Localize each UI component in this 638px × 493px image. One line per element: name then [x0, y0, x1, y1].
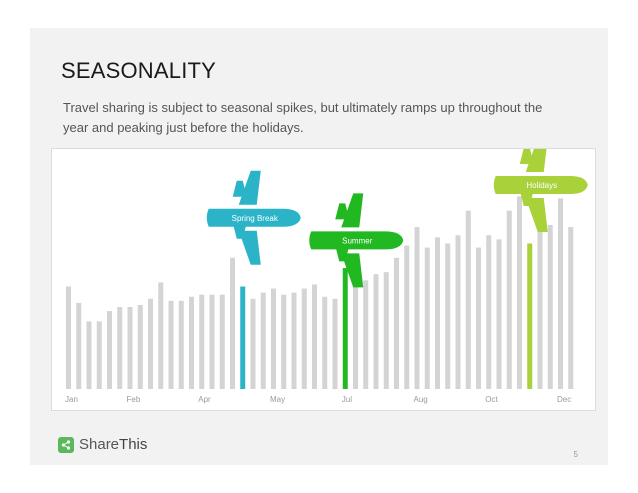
chart-bar: [199, 294, 205, 389]
chart-bar: [455, 235, 461, 389]
chart-bar: [465, 210, 471, 389]
chart-bar: [353, 270, 358, 389]
chart-bar: [424, 247, 430, 389]
chart-bar: [301, 288, 307, 389]
chart-bar: [107, 311, 112, 389]
chart-svg: Jan Feb Apr May Jul Aug Oct Dec Spring Break Summ…: [65, 149, 588, 404]
chart-bar: [383, 272, 389, 389]
chart-bar: [404, 245, 410, 389]
page-number: 5: [573, 450, 578, 459]
annotation-label: Holidays: [526, 181, 557, 190]
logo-text-this: This: [119, 436, 148, 453]
airplane-icon: [309, 193, 404, 288]
sharethis-logo: ShareThis: [58, 436, 147, 453]
chart-bar: [86, 321, 92, 389]
chart-bar: [476, 247, 481, 389]
chart-bar: [537, 204, 543, 389]
seasonality-chart: Jan Feb Apr May Jul Aug Oct Dec Spring Break Summ…: [51, 148, 596, 411]
chart-bar: [96, 321, 102, 389]
chart-bar: [342, 268, 348, 389]
share-icon: [58, 436, 74, 453]
chart-bar: [486, 235, 492, 389]
slide-subtitle: Travel sharing is subject to seasonal sp…: [63, 100, 543, 135]
annotation-label: Spring Break: [232, 214, 279, 223]
airplane-icon: [206, 170, 301, 265]
chart-bar: [517, 196, 522, 389]
annotation-label: Summer: [342, 236, 373, 245]
month-label: Apr: [198, 395, 211, 404]
chart-bar: [240, 286, 246, 389]
chart-bar: [558, 198, 563, 389]
airplane-icon: [493, 149, 588, 232]
chart-bar: [137, 304, 143, 389]
chart-bar: [76, 302, 82, 389]
month-label: May: [270, 395, 285, 404]
chart-bar: [66, 286, 71, 389]
chart-bar: [209, 294, 215, 389]
chart-bar: [414, 227, 420, 389]
chart-bar: [527, 243, 533, 389]
chart-bar: [568, 227, 574, 389]
chart-bar: [332, 298, 338, 389]
chart-bar: [271, 288, 276, 389]
chart-bar: [496, 239, 502, 389]
chart-bar: [363, 280, 369, 389]
month-label: Oct: [485, 395, 498, 404]
slide-title: SEASONALITY: [61, 58, 217, 83]
chart-bar: [148, 298, 153, 389]
logo-text-share: Share: [79, 436, 120, 453]
chart-bar: [230, 257, 235, 389]
chart-bar: [168, 300, 174, 389]
logo-text: ShareThis: [79, 436, 147, 453]
chart-bar: [445, 243, 451, 389]
chart-bar: [281, 294, 287, 389]
month-label: Aug: [414, 395, 428, 404]
month-label: Jul: [342, 395, 352, 404]
chart-bar: [158, 282, 164, 389]
chart-bar: [394, 257, 399, 389]
chart-bar: [117, 307, 123, 389]
chart-bar: [547, 225, 553, 389]
month-label: Jan: [65, 395, 78, 404]
chart-bar: [435, 237, 440, 389]
month-label: Feb: [127, 395, 141, 404]
chart-bar: [312, 284, 317, 389]
chart-bar: [178, 300, 184, 389]
chart-bar: [127, 307, 133, 389]
chart-bar: [373, 274, 379, 389]
chart-bar: [219, 294, 225, 389]
chart-bar: [506, 210, 512, 389]
month-label: Dec: [557, 395, 571, 404]
chart-bar: [189, 296, 194, 389]
chart-bar: [322, 296, 328, 389]
chart-bar: [250, 298, 256, 389]
chart-bar: [260, 292, 266, 389]
chart-bar: [291, 292, 297, 389]
slide: SEASONALITY Travel sharing is subject to…: [30, 28, 608, 465]
